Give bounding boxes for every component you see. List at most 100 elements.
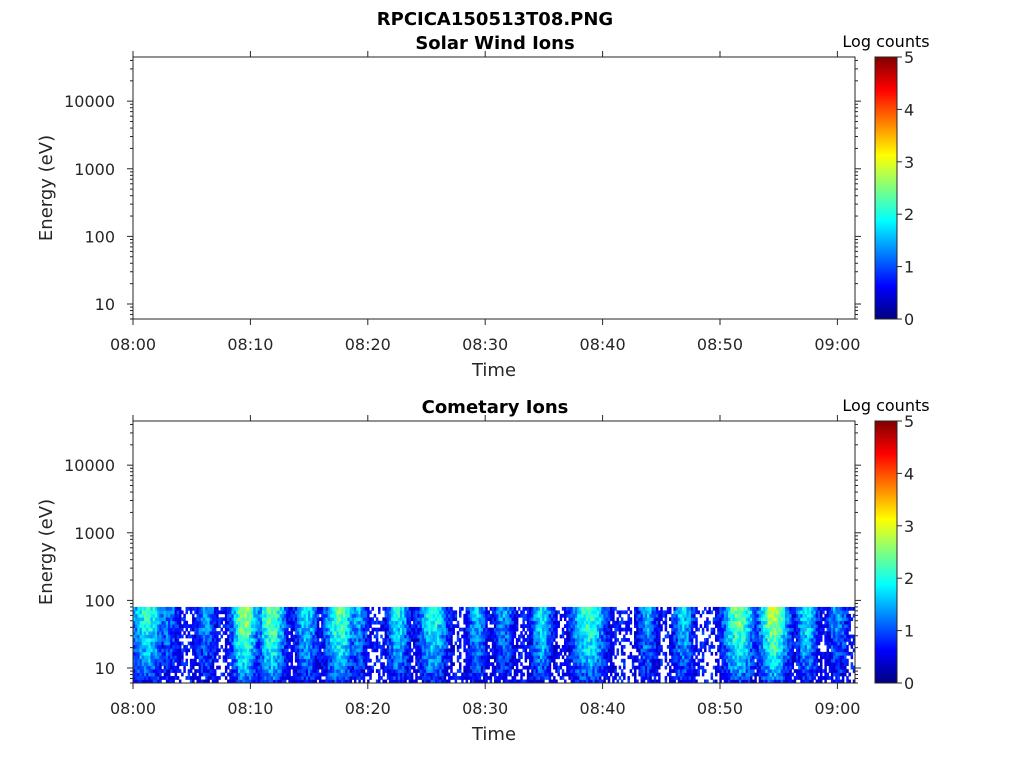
spectrogram-cell bbox=[159, 627, 162, 632]
spectrogram-cell bbox=[592, 624, 595, 628]
spectrogram-cell bbox=[634, 679, 637, 684]
spectrogram-cell bbox=[176, 627, 180, 632]
spectrogram-cell bbox=[349, 672, 353, 677]
spectrogram-cell bbox=[596, 624, 600, 628]
spectrogram-cell bbox=[386, 644, 390, 649]
spectrogram-cell bbox=[413, 641, 416, 646]
spectrogram-cell bbox=[658, 672, 661, 677]
spectrogram-cell bbox=[684, 648, 687, 653]
spectrogram-cell bbox=[603, 672, 606, 677]
spectrogram-cell bbox=[194, 669, 197, 673]
spectrogram-cell bbox=[434, 613, 438, 618]
spectrogram-cell bbox=[189, 669, 193, 673]
spectrogram-cell bbox=[213, 641, 217, 646]
spectrogram-cell bbox=[533, 655, 536, 660]
spectrogram-cell bbox=[467, 658, 471, 663]
spectrogram-cell bbox=[634, 665, 637, 670]
spectrogram-cell bbox=[430, 669, 434, 673]
spectrogram-cell bbox=[133, 624, 136, 628]
spectrogram-cell bbox=[170, 631, 173, 635]
spectrogram-cell bbox=[329, 655, 333, 660]
spectrogram-cell bbox=[159, 638, 162, 642]
spectrogram-cell bbox=[286, 638, 289, 642]
spectrogram-cell bbox=[402, 669, 405, 673]
spectrogram-cell bbox=[386, 655, 390, 660]
spectrogram-cell bbox=[480, 606, 484, 611]
spectrogram-cell bbox=[203, 627, 206, 632]
spectrogram-cell bbox=[673, 624, 676, 628]
spectrogram-cell bbox=[485, 662, 488, 667]
spectrogram-cell bbox=[148, 662, 151, 667]
spectrogram-cell bbox=[682, 631, 685, 635]
spectrogram-cell bbox=[229, 644, 232, 649]
spectrogram-cell bbox=[640, 638, 644, 642]
spectrogram-cell bbox=[135, 624, 138, 628]
spectrogram-cell bbox=[496, 648, 499, 653]
spectrogram-cell bbox=[218, 631, 221, 635]
spectrogram-cell bbox=[550, 634, 554, 639]
spectrogram-cell bbox=[574, 679, 578, 684]
spectrogram-cell bbox=[178, 655, 182, 660]
spectrogram-cell bbox=[564, 617, 567, 622]
spectrogram-cell bbox=[235, 665, 239, 670]
spectrogram-cell bbox=[524, 655, 528, 660]
spectrogram-cell bbox=[189, 665, 193, 670]
spectrogram-cell bbox=[596, 672, 600, 677]
spectrogram-cell bbox=[161, 610, 164, 615]
spectrogram-cell bbox=[561, 655, 565, 660]
spectrogram-cell bbox=[338, 638, 342, 642]
spectrogram-cell bbox=[642, 617, 646, 622]
spectrogram-cell bbox=[546, 624, 549, 628]
spectrogram-cell bbox=[458, 613, 462, 618]
spectrogram-cell bbox=[478, 676, 482, 680]
spectrogram-cell bbox=[526, 610, 530, 615]
spectrogram-cell bbox=[244, 610, 248, 615]
spectrogram-cell bbox=[544, 644, 547, 649]
spectrogram-cell bbox=[529, 613, 532, 618]
spectrogram-cell bbox=[334, 676, 337, 680]
spectrogram-cell bbox=[332, 627, 335, 632]
spectrogram-cell bbox=[165, 617, 169, 622]
spectrogram-cell bbox=[137, 613, 140, 618]
spectrogram-cell bbox=[141, 658, 145, 663]
spectrogram-cell bbox=[553, 644, 556, 649]
spectrogram-cell bbox=[231, 676, 234, 680]
spectrogram-cell bbox=[211, 651, 215, 656]
spectrogram-cell bbox=[176, 644, 180, 649]
spectrogram-cell bbox=[428, 679, 431, 684]
spectrogram-cell bbox=[426, 662, 429, 667]
spectrogram-cell bbox=[135, 662, 138, 667]
spectrogram-cell bbox=[590, 617, 593, 622]
spectrogram-cell bbox=[362, 634, 366, 639]
spectrogram-cell bbox=[294, 676, 298, 680]
spectrogram-cell bbox=[277, 676, 280, 680]
spectrogram-cell bbox=[675, 620, 679, 625]
spectrogram-cell bbox=[437, 662, 440, 667]
spectrogram-cell bbox=[229, 655, 232, 660]
spectrogram-cell bbox=[176, 676, 180, 680]
spectrogram-cell bbox=[275, 624, 278, 628]
spectrogram-cell bbox=[299, 624, 302, 628]
spectrogram-cell bbox=[351, 676, 355, 680]
spectrogram-cell bbox=[432, 665, 436, 670]
spectrogram-cell bbox=[211, 606, 215, 611]
spectrogram-cell bbox=[588, 613, 591, 618]
spectrogram-cell bbox=[150, 672, 153, 677]
spectrogram-cell bbox=[266, 641, 269, 646]
spectrogram-cell bbox=[231, 610, 234, 615]
spectrogram-cell bbox=[262, 627, 265, 632]
spectrogram-cell bbox=[318, 631, 322, 635]
spectrogram-cell bbox=[183, 662, 186, 667]
spectrogram-cell bbox=[588, 651, 591, 656]
spectrogram-cell bbox=[224, 641, 228, 646]
spectrogram-cell bbox=[437, 672, 440, 677]
spectrogram-cell bbox=[364, 610, 368, 615]
spectrogram-cell bbox=[299, 638, 302, 642]
spectrogram-cell bbox=[168, 620, 171, 625]
spectrogram-cell bbox=[343, 676, 346, 680]
spectrogram-cell bbox=[314, 624, 318, 628]
spectrogram-cell bbox=[146, 669, 149, 673]
spectrogram-cell bbox=[133, 676, 136, 680]
spectrogram-cell bbox=[196, 655, 199, 660]
spectrogram-cell bbox=[347, 651, 350, 656]
